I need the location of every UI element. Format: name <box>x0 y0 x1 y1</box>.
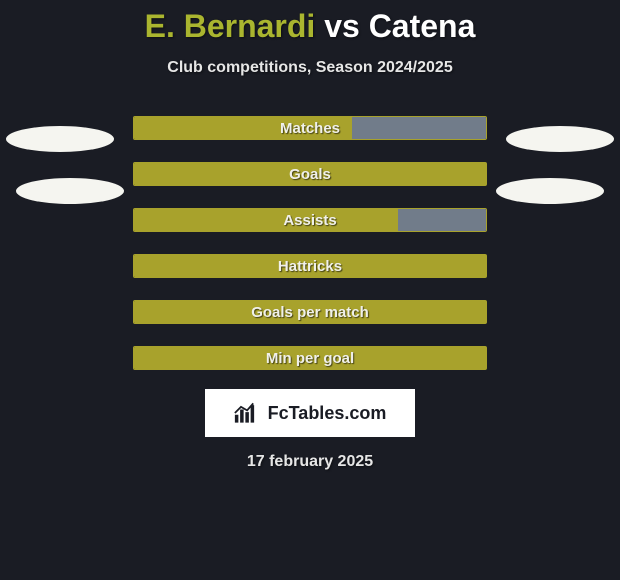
comparison-title: E. Bernardi vs Catena <box>0 8 620 45</box>
footer-date: 17 february 2025 <box>0 453 620 471</box>
stat-bar: 10Assists <box>133 208 487 232</box>
stat-bar: Min per goal <box>133 346 487 370</box>
player2-name: Catena <box>369 8 476 44</box>
site-logo: FcTables.com <box>205 389 415 437</box>
bar-fill-left <box>134 301 486 323</box>
bar-fill-left <box>134 347 486 369</box>
bar-fill-right <box>352 117 486 139</box>
vs-text: vs <box>324 8 360 44</box>
bar-chart-icon <box>234 402 262 424</box>
bar-fill-right <box>398 209 486 231</box>
stat-row: 10Assists <box>0 197 620 243</box>
subtitle: Club competitions, Season 2024/2025 <box>0 59 620 77</box>
stat-row: 138Matches <box>0 105 620 151</box>
stat-bar: 00Hattricks <box>133 254 487 278</box>
logo-text: FcTables.com <box>268 403 387 424</box>
bar-fill-left <box>134 255 486 277</box>
stat-bar: Goals per match <box>133 300 487 324</box>
stat-row: 00Hattricks <box>0 243 620 289</box>
stats-chart: 138Matches 00Goals 10Assists 00Hattricks Goa… <box>0 105 620 381</box>
bar-fill-left <box>134 163 486 185</box>
stat-row: 00Goals <box>0 151 620 197</box>
stat-row: Min per goal <box>0 335 620 381</box>
comparison-card: E. Bernardi vs Catena Club competitions,… <box>0 0 620 580</box>
bar-fill-left <box>134 209 398 231</box>
stat-bar: 00Goals <box>133 162 487 186</box>
stat-bar: 138Matches <box>133 116 487 140</box>
player1-name: E. Bernardi <box>145 8 316 44</box>
stat-row: Goals per match <box>0 289 620 335</box>
bar-fill-left <box>134 117 352 139</box>
